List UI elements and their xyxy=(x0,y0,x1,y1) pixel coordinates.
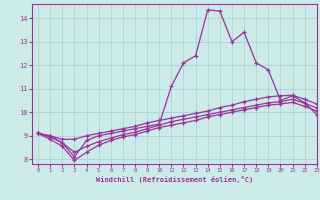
X-axis label: Windchill (Refroidissement éolien,°C): Windchill (Refroidissement éolien,°C) xyxy=(96,176,253,183)
